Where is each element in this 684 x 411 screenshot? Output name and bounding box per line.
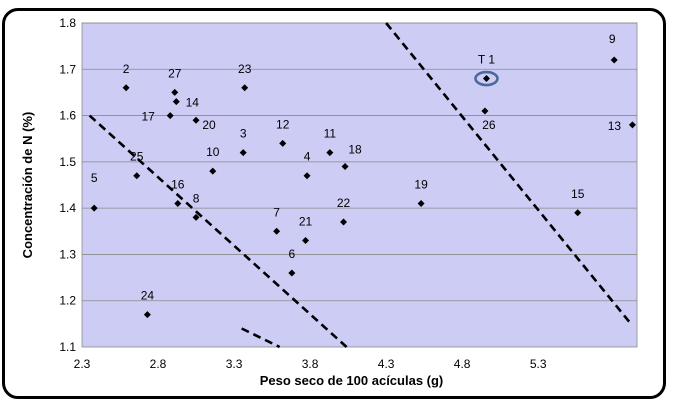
y-tick-label: 1.7: [59, 62, 76, 76]
point-label: 10: [206, 145, 220, 159]
data-point: [341, 162, 349, 170]
data-point: [239, 149, 247, 157]
data-point: [279, 139, 287, 147]
dashed-boundary-lines: [88, 22, 632, 349]
data-point: [241, 84, 249, 92]
point-label: 13: [608, 119, 622, 133]
y-tick-label: 1.5: [59, 155, 76, 169]
data-point: [326, 149, 334, 157]
point-label: 12: [276, 117, 290, 131]
x-tick-label: 4.3: [378, 357, 395, 371]
y-tick-label: 1.2: [59, 294, 76, 308]
grid-lines: [82, 22, 637, 302]
point-label: 6: [288, 247, 295, 261]
point-label: 8: [193, 191, 200, 205]
point-label: 7: [273, 205, 280, 219]
x-axis-title: Peso seco de 100 acículas (g): [260, 373, 444, 388]
data-point: [482, 75, 490, 83]
x-tick-label: 3.8: [302, 357, 319, 371]
point-label: 4: [304, 150, 311, 164]
data-point: [628, 121, 636, 129]
point-label: 15: [571, 187, 585, 201]
data-point: [133, 172, 141, 180]
x-tick-labels: 2.3 2.8 3.3 3.8 4.3 4.8 5.3: [74, 357, 547, 371]
data-point: [273, 227, 281, 235]
plot-area: [81, 22, 638, 348]
point-label: T 1: [478, 53, 495, 67]
point-label: 19: [414, 178, 428, 192]
data-point: [122, 84, 130, 92]
y-tick-label: 1.3: [59, 247, 76, 261]
y-tick-label: 1.6: [59, 109, 76, 123]
highlight-ring: [474, 70, 499, 87]
data-point: [90, 204, 98, 212]
point-label: 26: [482, 118, 496, 132]
point-label: 11: [324, 127, 337, 141]
data-point: [166, 112, 174, 120]
point-label: 17: [142, 110, 156, 124]
data-point: [209, 167, 217, 175]
data-point: [481, 107, 489, 115]
x-tick-label: 3.3: [226, 357, 243, 371]
x-tick-label: 2.3: [74, 357, 91, 371]
point-label: 14: [186, 96, 200, 110]
point-label: 3: [240, 127, 247, 141]
point-label: 16: [171, 178, 185, 192]
point-label: 5: [91, 171, 98, 185]
data-point: [143, 311, 151, 319]
dashed-line: [241, 327, 281, 349]
x-tick-label: 2.8: [150, 357, 167, 371]
point-label: 24: [141, 289, 155, 303]
data-point: [172, 98, 180, 106]
point-label: 23: [238, 62, 252, 76]
point-label: 18: [348, 142, 362, 156]
data-point: [303, 172, 311, 180]
data-points: 2 27 14 17 20 23 12 3 11 4 18 10 25 5 16 8 7 21 22 19 6 24 T 1…: [90, 32, 636, 319]
point-label: 22: [337, 196, 351, 210]
y-tick-label: 1.8: [59, 16, 76, 30]
data-point: [340, 218, 348, 226]
dashed-line: [88, 114, 348, 348]
data-point: [610, 56, 618, 64]
x-tick-label: 4.8: [454, 357, 471, 371]
point-label: 2: [123, 62, 130, 76]
point-label: 21: [299, 215, 313, 229]
point-label: 20: [202, 118, 216, 132]
y-tick-label: 1.4: [59, 201, 76, 215]
data-point: [174, 200, 182, 208]
data-point: [574, 209, 582, 217]
data-point: [288, 269, 296, 277]
y-tick-labels: 1.1 1.2 1.3 1.4 1.5 1.6 1.7 1.8: [59, 16, 76, 354]
data-point: [171, 88, 179, 96]
point-label: 27: [168, 66, 182, 80]
data-point: [192, 213, 200, 221]
data-point: [302, 237, 310, 245]
point-label: 25: [130, 150, 144, 164]
y-tick-label: 1.1: [59, 340, 76, 354]
data-point: [417, 200, 425, 208]
y-axis-title: Concentración de N (%): [20, 112, 35, 259]
data-point: [192, 116, 200, 124]
x-tick-label: 5.3: [530, 357, 547, 371]
point-label: 9: [609, 32, 616, 46]
